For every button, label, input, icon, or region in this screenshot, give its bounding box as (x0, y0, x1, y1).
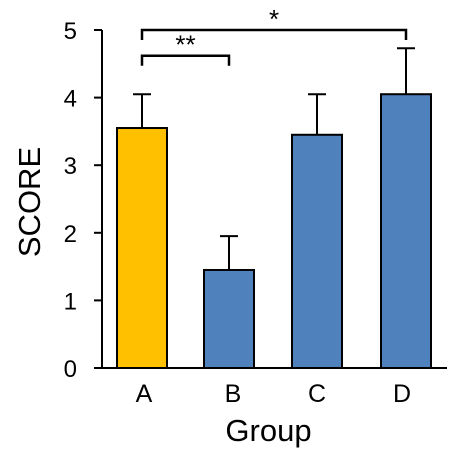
x-tick-label-a: A (136, 380, 153, 408)
significance-layer: *** (140, 4, 408, 66)
significance-label-a-b: ** (175, 30, 195, 60)
significance-label-a-d: * (269, 4, 279, 34)
axes-layer (101, 30, 447, 369)
y-ticks-layer: 0 1 2 3 4 5 (64, 18, 102, 383)
y-axis-title: SCORE (12, 147, 47, 257)
x-tick-labels-layer: A B C D (136, 380, 411, 408)
bar-d (380, 93, 432, 369)
x-axis-title: Group (225, 413, 311, 448)
y-tick-label: 5 (64, 18, 77, 45)
x-tick-label-d: D (393, 380, 411, 408)
bar-a (116, 127, 168, 369)
x-tick-label-c: C (308, 380, 326, 408)
significance-bracket-a-d (140, 28, 408, 40)
bar-b (203, 268, 255, 370)
x-tick-label-b: B (225, 380, 242, 408)
bars-layer (116, 93, 432, 370)
error-bars-layer (133, 47, 415, 270)
y-tick-label: 0 (64, 356, 77, 383)
bar-c (291, 133, 343, 369)
y-tick-label: 3 (64, 153, 77, 180)
significance-bracket-a-b (140, 54, 231, 66)
y-tick-label: 1 (64, 288, 77, 315)
y-tick-label: 2 (64, 221, 77, 248)
y-tick-label: 4 (64, 86, 77, 113)
